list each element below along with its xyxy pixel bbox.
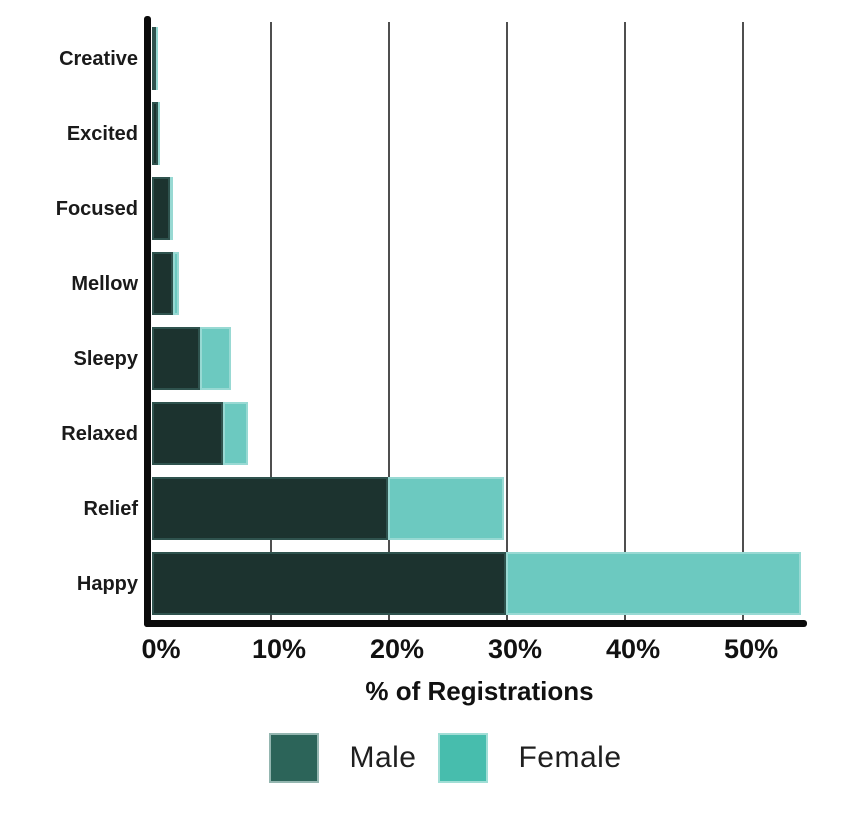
x-tick-label-0: 0% bbox=[141, 634, 181, 664]
legend-item-female: Female bbox=[438, 733, 621, 783]
x-tick-label-50: 50% bbox=[724, 634, 779, 664]
category-label-happy: Happy bbox=[76, 572, 138, 595]
y-axis-line bbox=[144, 16, 151, 627]
bar-row-happy bbox=[152, 552, 807, 615]
x-tick-label-30: 30% bbox=[488, 634, 543, 664]
legend-label-female: Female bbox=[518, 741, 622, 774]
bar-segment-relaxed-female bbox=[222, 402, 248, 465]
legend-swatch-female bbox=[438, 733, 489, 783]
x-axis-line bbox=[144, 620, 807, 627]
gridline-40 bbox=[624, 22, 627, 620]
gridline-10 bbox=[270, 22, 273, 620]
bar-segment-focused-male bbox=[152, 177, 170, 240]
bar-row-mellow bbox=[152, 252, 807, 315]
legend-swatch-male bbox=[269, 733, 320, 783]
legend-item-male: Male bbox=[269, 733, 416, 783]
category-label-creative: Creative bbox=[59, 47, 138, 70]
bar-row-relief bbox=[152, 477, 807, 540]
x-tick-label-40: 40% bbox=[606, 634, 661, 664]
bar-segment-happy-female bbox=[506, 552, 802, 615]
gridline-50 bbox=[742, 22, 745, 620]
legend: Male Female bbox=[25, 733, 841, 783]
bar-row-sleepy bbox=[152, 327, 807, 390]
category-label-relief: Relief bbox=[83, 497, 138, 520]
bar-segment-mellow-male bbox=[152, 252, 174, 315]
bar-segment-relaxed-male bbox=[152, 402, 223, 465]
x-tick-label-10: 10% bbox=[251, 634, 307, 664]
bar-row-focused bbox=[152, 177, 807, 240]
bar-segment-relief-female bbox=[388, 477, 504, 540]
bar-segment-creative-male bbox=[152, 27, 156, 90]
category-label-mellow: Mellow bbox=[71, 272, 138, 295]
legend-label-male: Male bbox=[349, 741, 417, 774]
bar-segment-relief-male bbox=[152, 477, 389, 540]
plot-area bbox=[152, 20, 807, 620]
bar-segment-excited-female bbox=[157, 102, 161, 165]
bar-row-excited bbox=[152, 102, 807, 165]
category-labels: Creative Excited Focused Mellow Sleepy Relaxe… bbox=[0, 20, 138, 620]
category-label-excited: Excited bbox=[66, 122, 138, 145]
bar-segment-creative-female bbox=[155, 27, 158, 90]
x-axis-tick-labels: 0% 10% 20% 30% 40% 50% bbox=[141, 634, 807, 664]
x-tick-label-20: 20% bbox=[370, 634, 425, 664]
bar-segment-mellow-female bbox=[173, 252, 180, 315]
gridline-30 bbox=[506, 22, 509, 620]
bar-segment-sleepy-female bbox=[200, 327, 232, 390]
x-axis-title: % of Registrations bbox=[365, 676, 594, 706]
bar-segment-focused-female bbox=[169, 177, 174, 240]
bar-segment-happy-male bbox=[152, 552, 507, 615]
category-label-relaxed: Relaxed bbox=[61, 422, 138, 445]
category-label-sleepy: Sleepy bbox=[73, 347, 138, 370]
bar-segment-sleepy-male bbox=[152, 327, 201, 390]
category-label-focused: Focused bbox=[55, 197, 138, 220]
bar-row-relaxed bbox=[152, 402, 807, 465]
gridline-20 bbox=[388, 22, 391, 620]
bar-segment-excited-male bbox=[152, 102, 158, 165]
bar-row-creative bbox=[152, 27, 807, 90]
